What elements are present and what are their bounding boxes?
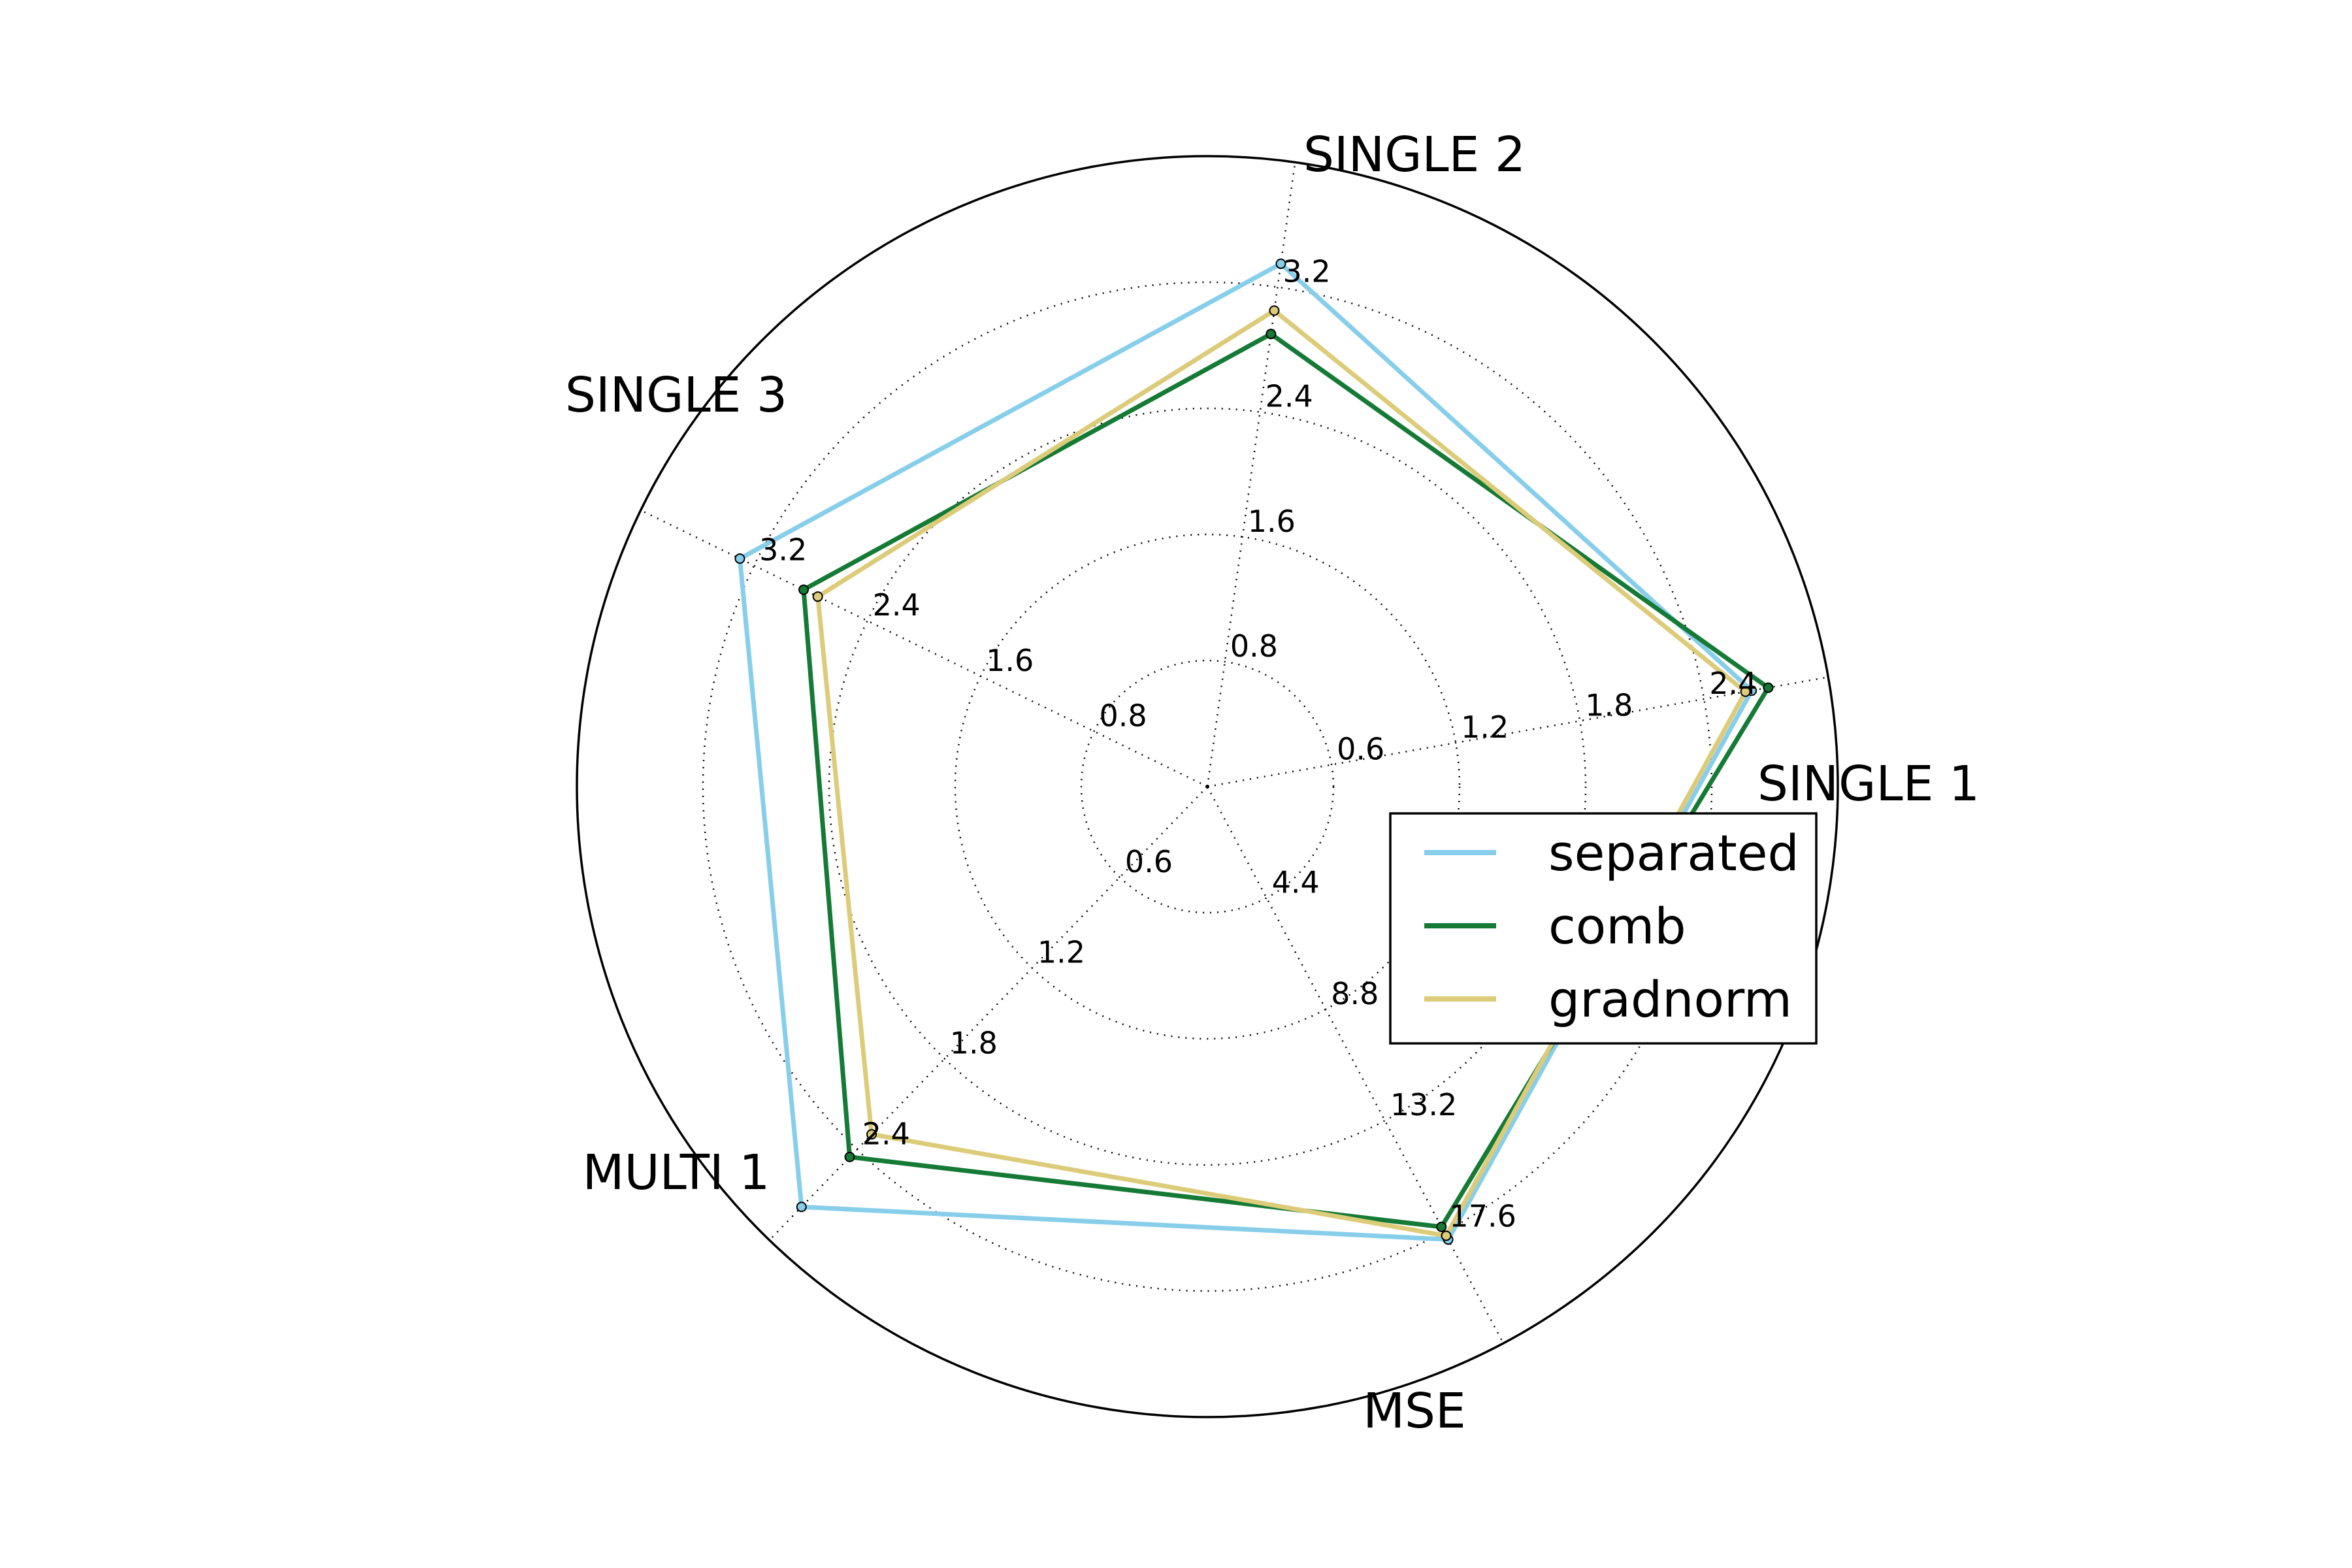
- data-point-separated-4: [796, 1201, 807, 1213]
- grid-circle-1: [1080, 659, 1335, 914]
- tick-label: 4.4: [1272, 864, 1320, 900]
- axis-label-4: MULTI 1: [583, 1145, 770, 1201]
- series-comb: [798, 329, 1774, 1232]
- tick-label: 1.2: [1037, 935, 1085, 970]
- axis-label-1: SINGLE 1: [1757, 756, 1980, 812]
- data-point-separated-2: [1275, 258, 1286, 269]
- legend-label-separated: separated: [1548, 824, 1799, 882]
- tick-label: 2.4: [1266, 379, 1313, 414]
- data-point-gradnorm-5: [1441, 1230, 1452, 1241]
- data-point-comb-3: [798, 584, 809, 595]
- series-gradnorm: [812, 305, 1751, 1241]
- tick-label: 13.2: [1390, 1087, 1457, 1122]
- spoke-4: [768, 786, 1208, 1241]
- axis-label-5: MSE: [1363, 1383, 1466, 1439]
- tick-label: 1.6: [986, 643, 1034, 678]
- series-line-separated: [737, 261, 1755, 1242]
- tick-label: 0.8: [1100, 698, 1147, 733]
- series-layer: [734, 258, 1774, 1245]
- outer-circle: [576, 155, 1839, 1418]
- data-point-gradnorm-2: [1269, 305, 1280, 316]
- tick-label: 1.8: [950, 1025, 998, 1060]
- tick-label: 3.2: [759, 532, 807, 568]
- grid-circle-3: [828, 407, 1587, 1166]
- tick-label: 2.4: [1709, 666, 1757, 701]
- tick-label: 0.6: [1337, 731, 1384, 766]
- tick-label: 0.8: [1230, 629, 1278, 664]
- data-point-comb-5: [1436, 1221, 1447, 1232]
- data-point-comb-1: [1763, 682, 1774, 693]
- data-point-gradnorm-1: [1740, 686, 1751, 697]
- legend-label-gradnorm: gradnorm: [1548, 970, 1792, 1028]
- axis-label-3: SINGLE 3: [565, 367, 787, 423]
- data-point-gradnorm-4: [866, 1129, 877, 1140]
- spoke-2: [1206, 162, 1296, 787]
- axis-labels: SINGLE 1 SINGLE 2 SINGLE 3 MULTI 1 MSE: [565, 127, 1980, 1439]
- tick-label: 0.6: [1125, 844, 1173, 879]
- grid-circle-4: [702, 281, 1713, 1292]
- data-point-separated-3: [734, 553, 745, 564]
- series-line-comb: [801, 331, 1772, 1230]
- tick-label: 2.4: [873, 587, 921, 623]
- axis-label-2: SINGLE 2: [1303, 127, 1526, 183]
- tick-label: 1.6: [1248, 504, 1296, 539]
- spoke-5: [1206, 786, 1505, 1344]
- spoke-3: [640, 509, 1208, 788]
- series-line-gradnorm: [815, 308, 1749, 1239]
- grid-circle-2: [954, 533, 1461, 1040]
- spoke-1: [1207, 676, 1829, 788]
- data-point-comb-4: [844, 1151, 855, 1162]
- tick-label: 2.4: [862, 1116, 910, 1151]
- tick-label: 1.2: [1461, 710, 1509, 745]
- series-separated: [734, 258, 1757, 1245]
- tick-label: 1.8: [1585, 687, 1633, 723]
- data-point-gradnorm-3: [812, 591, 823, 602]
- tick-label: 3.2: [1282, 254, 1330, 289]
- tick-label: 17.6: [1449, 1199, 1516, 1234]
- tick-labels: 0.6 1.2 1.8 2.4 0.8 1.6 2.4 3.2 0.8 1.6 2.4 3.2 0.6 1…: [759, 254, 1757, 1234]
- center-dot: [1205, 785, 1209, 789]
- legend: separated comb gradnorm: [1389, 812, 1818, 1045]
- data-point-comb-2: [1266, 329, 1277, 340]
- tick-label: 8.8: [1331, 976, 1379, 1011]
- legend-label-comb: comb: [1548, 897, 1686, 955]
